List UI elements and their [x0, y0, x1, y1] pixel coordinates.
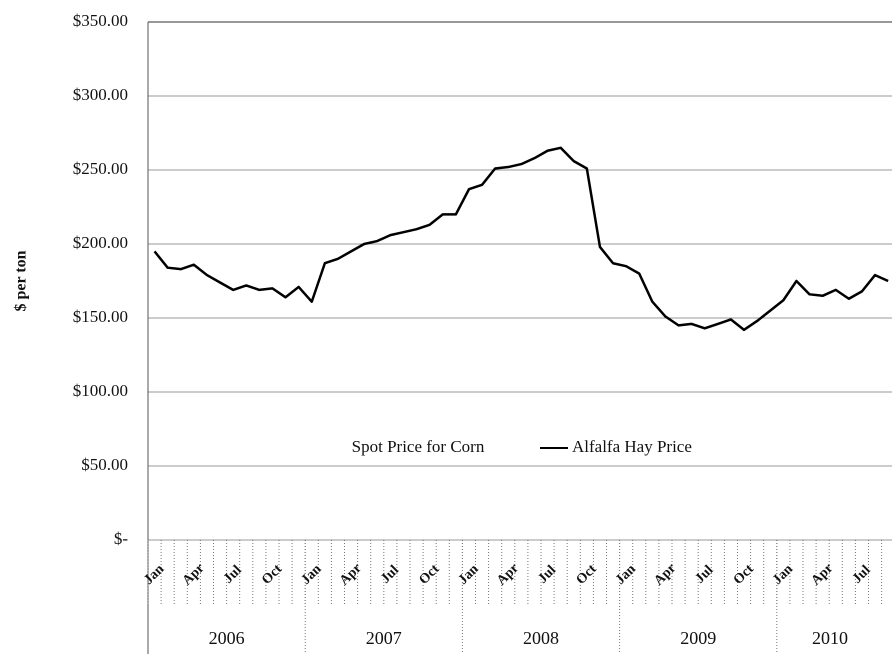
- year-label: 2010: [812, 628, 848, 648]
- x-tick-label: Jan: [456, 562, 482, 588]
- x-tick-label: Jan: [141, 562, 167, 588]
- x-tick-label: Apr: [809, 561, 837, 589]
- x-tick-label: Oct: [259, 562, 285, 588]
- x-tick-label: Oct: [574, 562, 600, 588]
- y-tick-label: $300.00: [73, 85, 128, 104]
- x-tick-label: Jan: [613, 562, 639, 588]
- x-tick-label: Apr: [180, 561, 208, 589]
- year-label: 2008: [523, 628, 559, 648]
- year-label: 2009: [680, 628, 716, 648]
- x-tick-label: Apr: [651, 561, 679, 589]
- legend-label: Spot Price for Corn: [352, 437, 485, 456]
- y-tick-label: $350.00: [73, 11, 128, 30]
- y-tick-label: $100.00: [73, 381, 128, 400]
- x-tick-label: Jul: [693, 563, 717, 587]
- x-tick-label: Jul: [378, 563, 402, 587]
- y-tick-label: $200.00: [73, 233, 128, 252]
- x-tick-label: Apr: [494, 561, 522, 589]
- y-tick-label: $-: [114, 529, 129, 548]
- x-tick-label: Oct: [731, 562, 757, 588]
- x-tick-label: Jul: [535, 563, 559, 587]
- y-tick-label: $150.00: [73, 307, 128, 326]
- y-axis-label: $ per ton: [13, 250, 30, 311]
- line-series: [153, 146, 889, 332]
- year-label: 2007: [366, 628, 402, 648]
- y-tick-label: $250.00: [73, 159, 128, 178]
- legend-label: Alfalfa Hay Price: [572, 437, 692, 456]
- x-tick-label: Jan: [770, 562, 796, 588]
- x-tick-label: Jan: [299, 562, 325, 588]
- x-tick-label: Apr: [337, 561, 365, 589]
- x-tick-label: Jul: [221, 563, 245, 587]
- year-label: 2006: [209, 628, 245, 648]
- x-tick-label: Jul: [850, 563, 874, 587]
- y-tick-label: $50.00: [81, 455, 128, 474]
- x-tick-label: Oct: [416, 562, 442, 588]
